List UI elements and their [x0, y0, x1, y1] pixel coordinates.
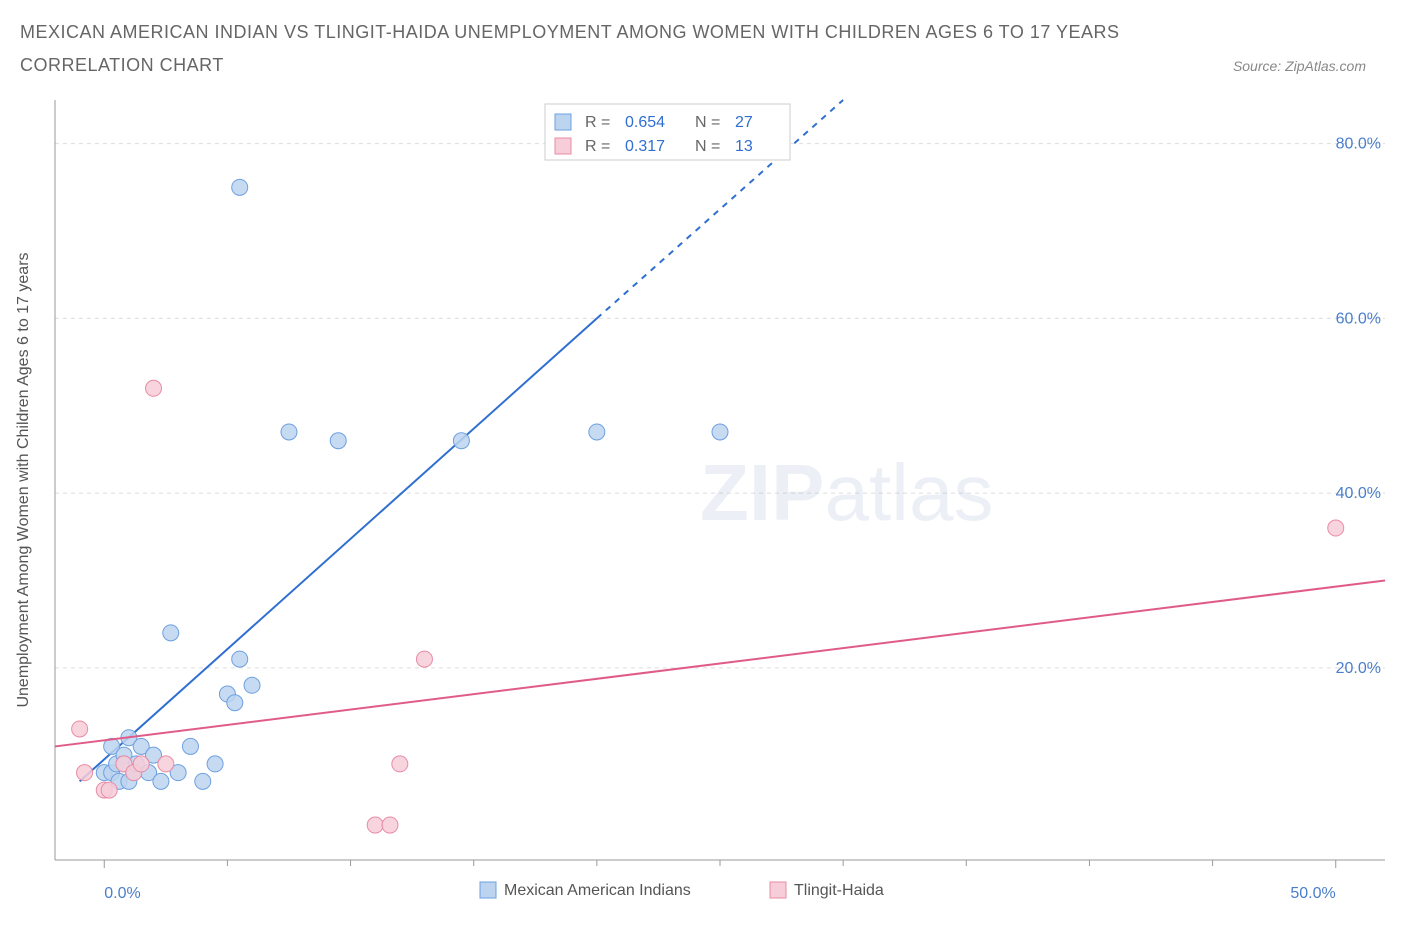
stats-swatch-tli [555, 138, 571, 154]
data-point-mex [712, 424, 728, 440]
source-name: ZipAtlas.com [1285, 58, 1366, 74]
x-tick-label: 50.0% [1290, 885, 1335, 902]
data-point-tli [416, 651, 432, 667]
data-point-tli [133, 756, 149, 772]
stats-R-sym: R = [585, 138, 610, 155]
source-label: Source: ZipAtlas.com [1233, 58, 1366, 74]
data-point-tli [1328, 520, 1344, 536]
data-point-mex [453, 432, 469, 448]
stats-R-sym: R = [585, 114, 610, 131]
data-point-tli [158, 756, 174, 772]
legend-label-mex: Mexican American Indians [504, 882, 691, 899]
x-tick-label: 0.0% [104, 885, 140, 902]
data-point-mex [232, 179, 248, 195]
stats-R-mex: 0.654 [625, 114, 665, 131]
chart-subtitle: CORRELATION CHART [20, 51, 224, 80]
regression-line-tli [55, 580, 1385, 746]
chart-area: 20.0% 40.0% 60.0% 80.0% ZIPatlas 0.0% 50.0% R =… [0, 90, 1406, 915]
data-point-mex [244, 677, 260, 693]
legend-swatch-tli [770, 882, 786, 898]
y-tick-label: 80.0% [1336, 135, 1381, 152]
legend-swatch-mex [480, 882, 496, 898]
data-point-mex [232, 651, 248, 667]
chart-header: MEXICAN AMERICAN INDIAN VS TLINGIT-HAIDA… [0, 0, 1406, 80]
y-tick-label: 20.0% [1336, 659, 1381, 676]
stats-N-mex: 27 [735, 114, 753, 131]
y-tick-label: 40.0% [1336, 485, 1381, 502]
data-point-mex [589, 424, 605, 440]
chart-title: MEXICAN AMERICAN INDIAN VS TLINGIT-HAIDA… [20, 18, 1386, 47]
source-prefix: Source: [1233, 58, 1285, 74]
data-point-mex [330, 432, 346, 448]
correlation-scatter-chart: 20.0% 40.0% 60.0% 80.0% ZIPatlas 0.0% 50.0% R =… [0, 90, 1406, 910]
legend-label-tli: Tlingit-Haida [794, 882, 884, 899]
data-point-mex [153, 773, 169, 789]
watermark: ZIPatlas [700, 448, 993, 537]
stats-R-tli: 0.317 [625, 138, 665, 155]
data-point-mex [227, 694, 243, 710]
y-tick-label: 60.0% [1336, 310, 1381, 327]
stats-swatch-mex [555, 114, 571, 130]
data-point-tli [72, 721, 88, 737]
data-point-tli [77, 764, 93, 780]
data-point-tli [146, 380, 162, 396]
stats-N-sym: N = [695, 138, 720, 155]
stats-legend-box [545, 104, 790, 160]
stats-N-tli: 13 [735, 138, 753, 155]
data-point-tli [367, 817, 383, 833]
data-point-tli [392, 756, 408, 772]
data-point-tli [382, 817, 398, 833]
data-point-mex [281, 424, 297, 440]
y-axis-label: Unemployment Among Women with Children A… [15, 252, 32, 707]
data-point-mex [182, 738, 198, 754]
data-point-mex [163, 624, 179, 640]
data-point-mex [195, 773, 211, 789]
data-point-mex [207, 756, 223, 772]
data-point-tli [101, 782, 117, 798]
stats-N-sym: N = [695, 114, 720, 131]
